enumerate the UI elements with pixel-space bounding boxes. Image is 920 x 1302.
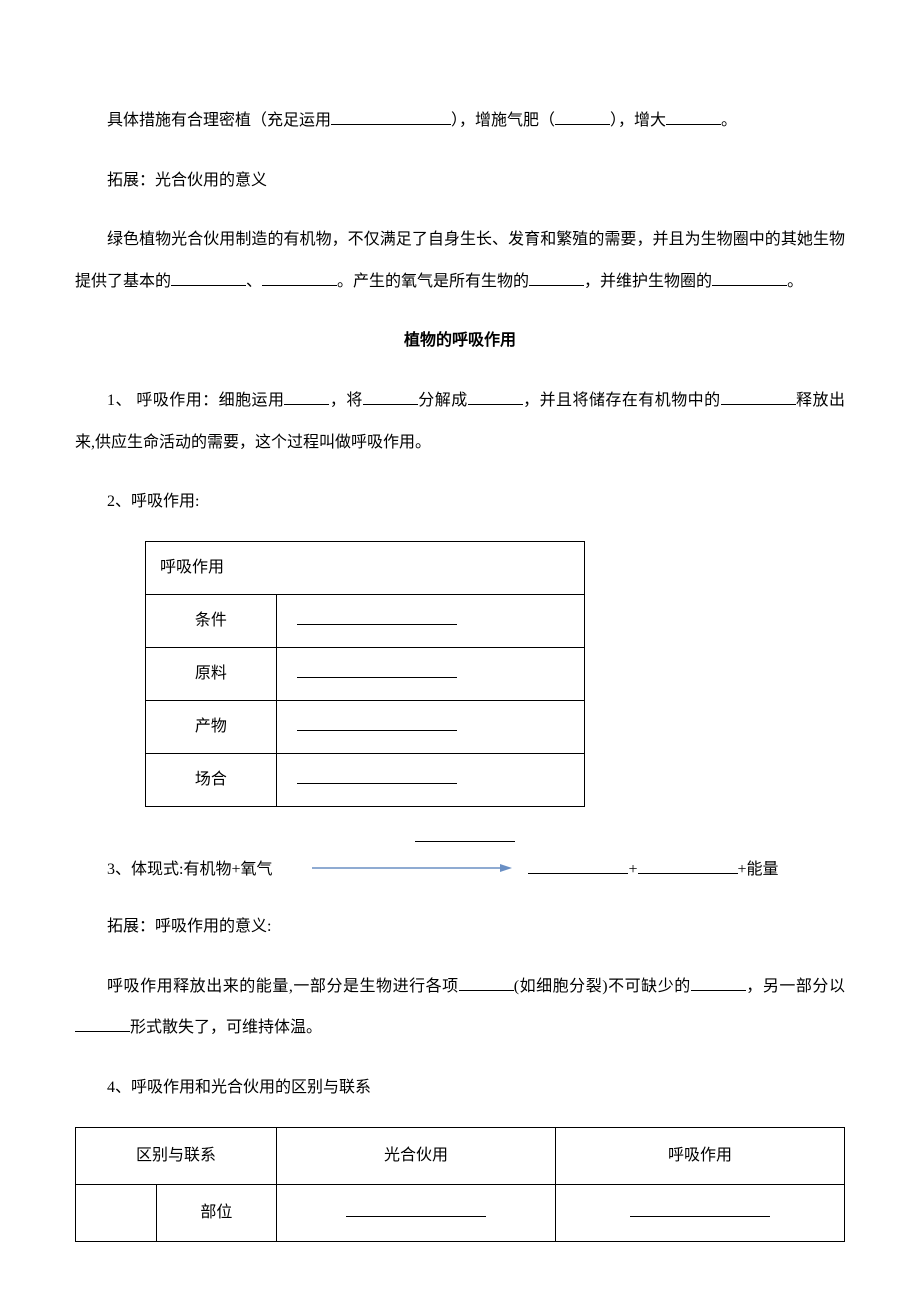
blank xyxy=(346,1200,486,1217)
text: 拓展：光合伙用的意义 xyxy=(107,172,267,189)
blank xyxy=(666,108,721,125)
text: (如细胞分裂)不可缺少的 xyxy=(514,978,691,995)
text: 2、呼吸作用: xyxy=(107,493,199,510)
blank xyxy=(363,388,418,405)
table-row: 部位 xyxy=(76,1184,845,1241)
paragraph-comparison-intro: 4、呼吸作用和光合伙用的区别与联系 xyxy=(75,1067,845,1109)
table-value-cell xyxy=(276,594,584,647)
document-page: 具体措施有合理密植（充足运用），增施气肥（），增大。 拓展：光合伙用的意义 绿色… xyxy=(0,0,920,1302)
blank xyxy=(555,108,610,125)
blank xyxy=(528,857,628,874)
comparison-table: 区别与联系 光合伙用 呼吸作用 部位 xyxy=(75,1127,845,1242)
text: 呼吸作用 xyxy=(668,1147,732,1164)
text: 拓展：呼吸作用的意义: xyxy=(107,918,271,935)
blank xyxy=(297,767,457,784)
text: 光合伙用 xyxy=(384,1147,448,1164)
blank xyxy=(712,269,787,286)
text: 部位 xyxy=(200,1204,232,1221)
text: 原料 xyxy=(195,665,227,682)
table-cell-empty xyxy=(76,1184,157,1241)
blank xyxy=(721,388,796,405)
text: 3、体现式:有机物+氧气 xyxy=(107,861,272,878)
table-value-cell xyxy=(276,1184,555,1241)
blank xyxy=(297,661,457,678)
table-value-cell xyxy=(276,700,584,753)
text: 4、呼吸作用和光合伙用的区别与联系 xyxy=(107,1079,371,1096)
table-label-cell: 条件 xyxy=(146,594,277,647)
blank xyxy=(171,269,246,286)
text: ，另一部分以 xyxy=(746,978,845,995)
table-row: 场合 xyxy=(146,753,585,806)
paragraph-respiration-table-intro: 2、呼吸作用: xyxy=(75,481,845,523)
text: 。 xyxy=(721,112,737,129)
table-value-cell xyxy=(276,753,584,806)
text: 产物 xyxy=(195,718,227,735)
respiration-table: 呼吸作用 条件 原料 产物 场合 xyxy=(145,541,585,807)
paragraph-measures: 具体措施有合理密植（充足运用 ），增施气肥（ ），增大 。 xyxy=(75,100,845,142)
table-label-cell: 场合 xyxy=(146,753,277,806)
text: 植物的呼吸作用 xyxy=(404,332,516,349)
blank xyxy=(297,608,457,625)
section-title-respiration: 植物的呼吸作用 xyxy=(75,320,845,362)
text: 具体措施有合理密植（充足运用 xyxy=(107,112,331,129)
blank xyxy=(630,1200,770,1217)
table-header-cell: 呼吸作用 xyxy=(146,541,585,594)
table-row: 原料 xyxy=(146,647,585,700)
table-row: 条件 xyxy=(146,594,585,647)
blank xyxy=(297,714,457,731)
blank xyxy=(75,1015,130,1032)
text: 1、 呼吸作用：细胞运用 xyxy=(107,392,284,409)
text: ，并维护生物圈的 xyxy=(584,273,712,290)
table-row: 区别与联系 光合伙用 呼吸作用 xyxy=(76,1127,845,1184)
paragraph-extension-1: 拓展：光合伙用的意义 xyxy=(75,160,845,202)
paragraph-expression: 3、体现式:有机物+氧气 + +能量 xyxy=(75,852,845,888)
table-value-cell xyxy=(276,647,584,700)
text: 形式散失了，可维持体温。 xyxy=(130,1019,322,1036)
text: 分解成 xyxy=(418,392,468,409)
text: ，将 xyxy=(329,392,362,409)
paragraph-respiration-meaning: 呼吸作用释放出来的能量,一部分是生物进行各项 (如细胞分裂)不可缺少的 ，另一部分以… xyxy=(75,966,845,1049)
blank xyxy=(638,857,738,874)
table-header-cell: 呼吸作用 xyxy=(556,1127,845,1184)
table-value-cell xyxy=(556,1184,845,1241)
table-label-cell: 产物 xyxy=(146,700,277,753)
table-header-cell: 光合伙用 xyxy=(276,1127,555,1184)
text: 。 xyxy=(787,273,803,290)
blank xyxy=(459,974,514,991)
table-label-cell: 原料 xyxy=(146,647,277,700)
text: ），增大 xyxy=(610,112,666,129)
blank xyxy=(468,388,523,405)
blank xyxy=(331,108,451,125)
blank xyxy=(691,974,746,991)
text: +能量 xyxy=(738,861,779,878)
text: 区别与联系 xyxy=(136,1147,216,1164)
text: + xyxy=(628,861,637,878)
table-header-cell: 区别与联系 xyxy=(76,1127,277,1184)
text: 场合 xyxy=(195,771,227,788)
paragraph-photosynthesis-meaning: 绿色植物光合伙用制造的有机物，不仅满足了自身生长、发育和繁殖的需要，并且为生物圈… xyxy=(75,219,845,302)
text: 条件 xyxy=(195,612,227,629)
blank xyxy=(529,269,584,286)
blank xyxy=(262,269,337,286)
blank xyxy=(415,825,515,842)
text: 呼吸作用 xyxy=(160,559,224,576)
arrow-icon xyxy=(280,853,512,888)
text: ，并且将储存在有机物中的 xyxy=(523,392,721,409)
table-label-cell: 部位 xyxy=(156,1184,276,1241)
text: 。产生的氧气是所有生物的 xyxy=(337,273,529,290)
text: ），增施气肥（ xyxy=(451,112,555,129)
table-row: 产物 xyxy=(146,700,585,753)
text: 、 xyxy=(246,273,262,290)
paragraph-respiration-def: 1、 呼吸作用：细胞运用，将分解成，并且将储存在有机物中的释放出来,供应生命活动… xyxy=(75,380,845,463)
text: 呼吸作用释放出来的能量,一部分是生物进行各项 xyxy=(107,978,459,995)
table-row: 呼吸作用 xyxy=(146,541,585,594)
blank xyxy=(284,388,329,405)
paragraph-extension-2: 拓展：呼吸作用的意义: xyxy=(75,906,845,948)
